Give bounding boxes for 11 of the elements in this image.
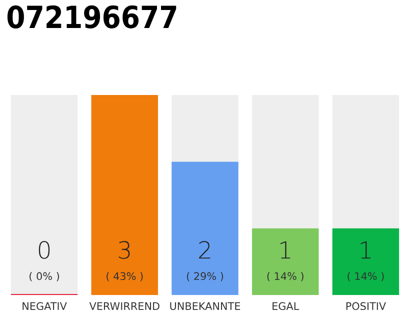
x-tick-label: EGAL [272, 302, 300, 310]
x-tick-label: UNBEKANNTE [170, 302, 240, 310]
x-tick-label: POSITIV [346, 302, 386, 310]
x-tick-label: NEGATIV [22, 302, 67, 310]
data-label: 1 ( 14% ) [348, 241, 384, 282]
chart-title: 072196677 [7, 5, 176, 28]
data-label: 1 ( 14% ) [267, 241, 304, 282]
data-label: 2 ( 29% ) [186, 241, 224, 282]
x-tick-label: VERWIRREND [89, 302, 160, 310]
data-label: 3 ( 43% ) [106, 241, 143, 282]
data-label: 0 ( 0% ) [30, 241, 60, 282]
